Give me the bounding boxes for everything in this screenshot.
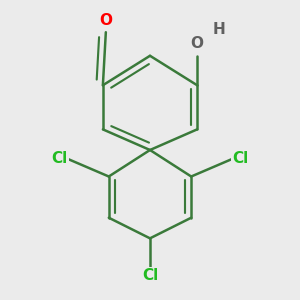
Text: O: O [190, 36, 204, 51]
Text: Cl: Cl [142, 268, 158, 283]
Text: Cl: Cl [232, 151, 249, 166]
Text: Cl: Cl [51, 151, 68, 166]
Text: O: O [99, 13, 112, 28]
Text: H: H [213, 22, 226, 37]
